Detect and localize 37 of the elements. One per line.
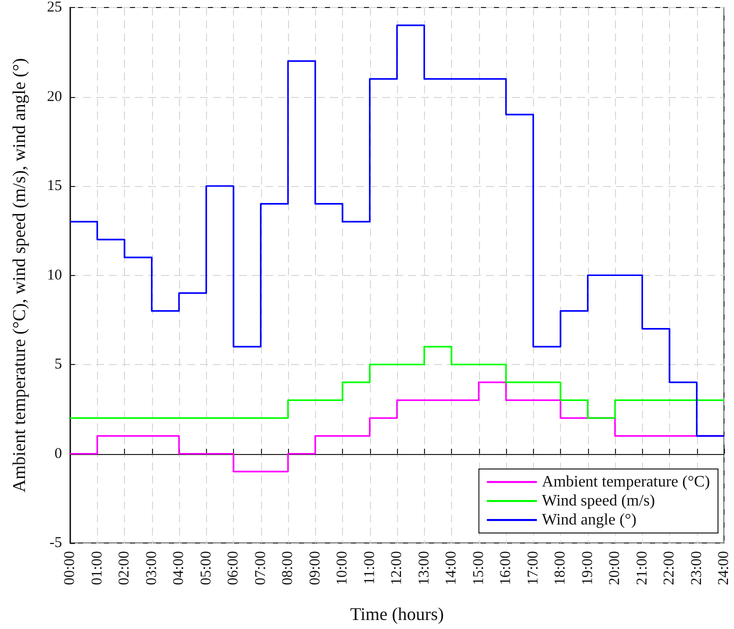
x-tick-label: 14:00 — [444, 551, 460, 586]
x-tick-label: 01:00 — [89, 551, 106, 586]
x-tick-label: 20:00 — [607, 551, 623, 586]
x-tick-label: 09:00 — [307, 551, 324, 586]
y-tick-label: 25 — [47, 0, 62, 16]
y-tick-label: 20 — [47, 88, 62, 105]
x-tick-label: 04:00 — [171, 551, 187, 586]
x-tick-label: 06:00 — [226, 551, 242, 586]
x-tick-label: 11:00 — [362, 551, 378, 585]
y-tick-label: 15 — [47, 178, 62, 194]
x-tick-label: 13:00 — [416, 551, 432, 586]
y-tick-label: 5 — [54, 356, 62, 372]
x-tick-label: 16:00 — [498, 551, 514, 586]
x-tick-label: 23:00 — [688, 551, 705, 586]
x-tick-label: 18:00 — [552, 551, 568, 586]
x-tick-label: 15:00 — [470, 551, 487, 586]
x-tick-label: 12:00 — [389, 551, 405, 586]
x-tick-label: 19:00 — [580, 551, 596, 586]
legend-label: Ambient temperature (°C) — [542, 474, 710, 490]
x-tick-label: 08:00 — [280, 551, 296, 586]
y-tick-label: 0 — [54, 446, 62, 462]
x-tick-label: 24:00 — [716, 551, 732, 586]
x-tick-label: 17:00 — [525, 551, 542, 586]
legend-label: Wind angle (°) — [542, 512, 636, 528]
x-tick-label: 21:00 — [634, 551, 650, 586]
y-tick-label: -5 — [50, 535, 62, 551]
legend-label: Wind speed (m/s) — [542, 492, 655, 510]
x-tick-label: 00:00 — [62, 551, 78, 586]
y-axis-title: Ambient temperature (°C), wind speed (m/s), wind angle (°) — [9, 58, 29, 492]
x-axis-title: Time (hours) — [350, 604, 444, 624]
x-tick-label: 22:00 — [662, 551, 678, 586]
x-tick-label: 07:00 — [252, 551, 269, 586]
y-tick-label: 10 — [47, 267, 62, 284]
x-tick-label: 05:00 — [198, 551, 214, 586]
x-tick-label: 03:00 — [144, 551, 160, 586]
x-tick-label: 10:00 — [334, 551, 350, 586]
x-tick-label: 02:00 — [116, 551, 132, 586]
